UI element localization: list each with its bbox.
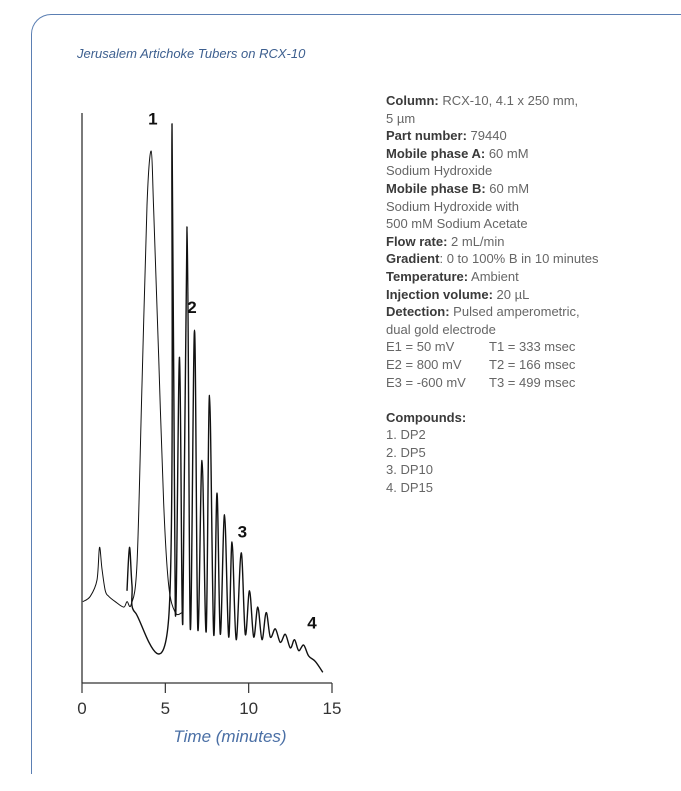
temperature-row: Temperature: Ambient [386, 268, 519, 284]
gradient-row: Gradient: 0 to 100% B in 10 minutes [386, 251, 599, 267]
compound-item: 2. DP5 [386, 444, 426, 460]
mobile-phase-a-row-2: Sodium Hydroxide [386, 163, 493, 179]
chromatogram-traces [82, 123, 324, 673]
waveform-row-3: E3 = -600 mV T3 = 499 msec [386, 374, 576, 390]
waveform-row-1: E1 = 50 mV T1 = 333 msec [386, 339, 576, 355]
peak-label: 2 [187, 298, 196, 317]
chromatogram-trace-1 [82, 150, 183, 616]
mobile-phase-b-row: Mobile phase B: 60 mM [386, 180, 530, 196]
waveform-row-2: E2 = 800 mV T2 = 166 msec [386, 356, 576, 372]
x-tick-label: 5 [161, 699, 170, 718]
peak-labels: 1 2 3 4 [148, 110, 317, 633]
column-row-2: 5 µm [386, 110, 416, 126]
method-details: Column: RCX-10, 4.1 x 250 mm, 5 µm Part … [386, 92, 681, 497]
mobile-phase-a-row: Mobile phase A: 60 mM [386, 145, 529, 161]
flow-rate-row: Flow rate: 2 mL/min [386, 233, 505, 249]
compound-item: 1. DP2 [386, 427, 426, 443]
compound-item: 3. DP10 [386, 462, 433, 478]
mobile-phase-b-row-2: Sodium Hydroxide with [386, 198, 519, 214]
injection-volume-row: Injection volume: 20 µL [386, 286, 530, 302]
peak-label: 4 [307, 613, 317, 632]
compounds-heading: Compounds: [386, 409, 467, 425]
part-number-row: Part number: 79440 [386, 128, 507, 144]
detection-row: Detection: Pulsed amperometric, [386, 304, 580, 320]
x-axis-title: Time (minutes) [173, 727, 286, 746]
x-tick-label: 0 [77, 699, 86, 718]
panel-border [31, 14, 681, 774]
x-ticks: 0 5 10 15 [77, 683, 341, 718]
chromatogram-chart: 0 5 10 15 1 2 3 4 Time (minutes) [77, 110, 341, 746]
x-tick-label: 10 [239, 699, 258, 718]
compound-item: 4. DP15 [386, 480, 433, 496]
chart-title: Jerusalem Artichoke Tubers on RCX-10 [77, 46, 306, 61]
spacer [386, 391, 681, 409]
detection-row-2: dual gold electrode [386, 321, 496, 337]
peak-label: 3 [238, 522, 247, 541]
chromatogram-trace-2 [126, 123, 324, 673]
mobile-phase-b-row-3: 500 mM Sodium Acetate [386, 216, 528, 232]
column-row: Column: RCX-10, 4.1 x 250 mm, [386, 93, 579, 108]
x-tick-label: 15 [323, 699, 342, 718]
peak-label: 1 [148, 110, 157, 129]
